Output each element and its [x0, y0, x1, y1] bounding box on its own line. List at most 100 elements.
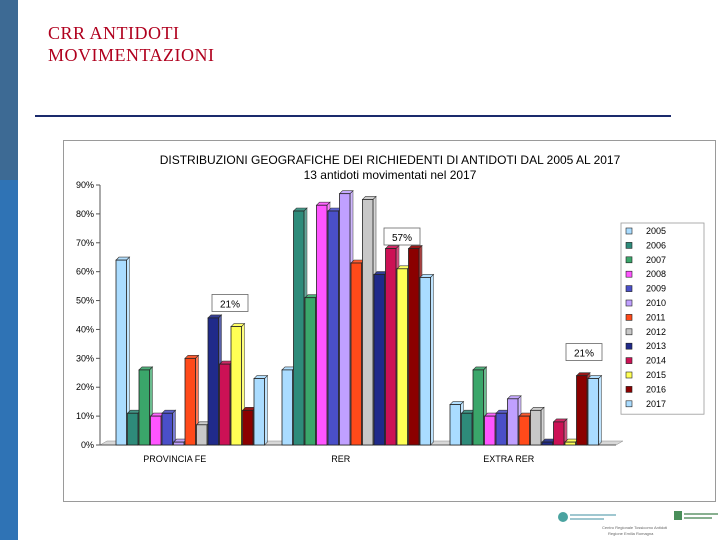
bar	[396, 268, 408, 446]
bar	[115, 259, 127, 446]
bar	[150, 415, 162, 446]
bar-side	[540, 406, 545, 446]
bar-side	[264, 374, 268, 446]
bar	[253, 378, 265, 446]
annotation-label: 21%	[220, 299, 240, 310]
bar	[339, 193, 351, 446]
legend-swatch	[625, 227, 633, 235]
legend-swatch	[625, 256, 633, 264]
legend-label: 2017	[646, 399, 666, 409]
bar	[219, 363, 231, 446]
bar	[530, 409, 542, 446]
y-tick-label: 60%	[76, 267, 94, 277]
footer-text-2: Regione Emilia Romagna	[608, 531, 654, 536]
x-category-label: EXTRA RER	[483, 454, 535, 464]
bar-side	[172, 409, 176, 446]
bar	[461, 412, 473, 446]
chart-frame: DISTRIBUZIONI GEOGRAFICHE DEI RICHIEDENT…	[63, 140, 716, 502]
bar	[196, 424, 208, 446]
legend-label: 2013	[646, 341, 666, 351]
annotation-box	[383, 227, 421, 246]
title-divider	[35, 115, 671, 117]
x-category-label: PROVINCIA FE	[143, 454, 206, 464]
bar	[316, 204, 328, 446]
legend-label: 2011	[646, 312, 665, 322]
legend-label: 2012	[646, 327, 666, 337]
y-tick-label: 10%	[76, 411, 94, 421]
legend-swatch	[625, 400, 633, 408]
bar	[173, 441, 185, 446]
bar	[184, 357, 196, 446]
legend-swatch	[625, 242, 633, 249]
bar	[385, 248, 397, 446]
bar	[373, 274, 385, 446]
y-tick-label: 70%	[76, 238, 94, 248]
y-tick-label: 50%	[76, 296, 94, 306]
chart-title: DISTRIBUZIONI GEOGRAFICHE DEI RICHIEDENT…	[160, 153, 621, 167]
legend-label: 2015	[646, 370, 666, 380]
legend-swatch	[625, 357, 633, 364]
bar	[408, 248, 420, 446]
legend-label: 2010	[646, 298, 666, 308]
bar	[327, 210, 339, 446]
bar	[449, 404, 461, 446]
legend-swatch	[625, 328, 633, 336]
bar	[350, 262, 362, 446]
y-tick-label: 40%	[76, 324, 94, 334]
page-title-line-2: MOVIMENTAZIONI	[48, 45, 215, 65]
bar	[138, 369, 150, 446]
bar	[230, 326, 242, 446]
annotation-label: 57%	[392, 233, 412, 244]
legend-label: 2014	[646, 356, 666, 366]
y-tick-label: 20%	[76, 382, 94, 392]
page-title-line-1: CRR ANTIDOTI	[48, 23, 180, 43]
legend-swatch	[625, 299, 633, 307]
bar-side	[430, 273, 434, 446]
left-accent-bar-top	[0, 0, 18, 180]
legend-label: 2005	[646, 226, 666, 236]
y-tick-label: 30%	[76, 353, 94, 363]
legend-swatch	[625, 371, 633, 379]
legend-label: 2008	[646, 269, 666, 279]
legend-box	[620, 222, 705, 415]
bar	[587, 378, 599, 446]
legend-label: 2016	[646, 384, 666, 394]
y-tick-label: 0%	[81, 440, 94, 450]
bar	[472, 369, 484, 446]
bar	[518, 415, 530, 446]
bar	[293, 210, 305, 446]
legend-label: 2006	[646, 240, 666, 250]
chart-subtitle: 13 antidoti movimentati nel 2017	[304, 168, 477, 182]
footer-logos: Centro Regionale Tossicomo Antidoti Regi…	[556, 508, 720, 538]
legend-swatch	[625, 342, 633, 350]
annotation-box	[211, 294, 249, 312]
bar	[576, 375, 588, 446]
regional-logo-left	[558, 512, 616, 522]
y-tick-label: 90%	[76, 180, 94, 190]
legend-label: 2009	[646, 284, 666, 294]
bar-chart: DISTRIBUZIONI GEOGRAFICHE DEI RICHIEDENT…	[76, 153, 705, 464]
y-tick-label: 80%	[76, 209, 94, 219]
legend-swatch	[625, 386, 633, 393]
page-title: CRR ANTIDOTI MOVIMENTAZIONI	[48, 22, 215, 66]
bar	[281, 369, 293, 446]
bar	[495, 412, 507, 446]
bar	[553, 421, 565, 446]
regional-logo-right	[674, 511, 718, 520]
bar	[242, 409, 254, 446]
annotation-label: 21%	[574, 349, 594, 360]
bar	[304, 297, 316, 446]
x-category-label: RER	[331, 454, 351, 464]
annotation-box	[565, 343, 603, 361]
legend-swatch	[625, 314, 633, 321]
bar	[507, 398, 519, 446]
legend-swatch	[625, 270, 633, 278]
bar	[564, 441, 576, 446]
bar-side	[598, 374, 602, 446]
bar	[161, 412, 173, 446]
bar	[484, 415, 496, 446]
legend-label: 2007	[646, 255, 666, 265]
bar	[127, 412, 139, 446]
footer-text-1: Centro Regionale Tossicomo Antidoti	[602, 525, 667, 530]
bar	[419, 277, 431, 446]
